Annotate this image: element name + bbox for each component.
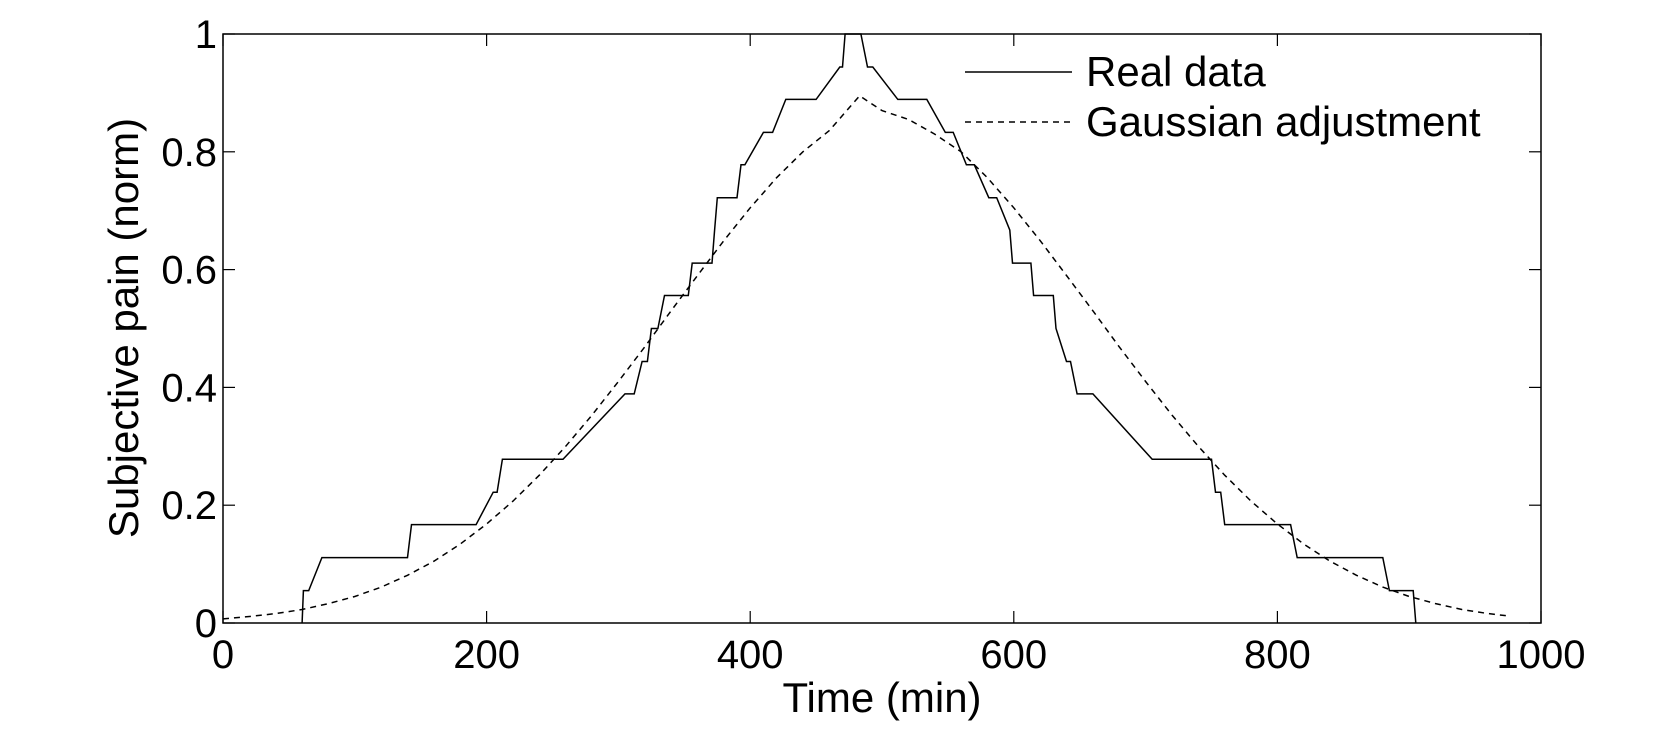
x-tick-label: 400 <box>717 633 784 677</box>
series-line-gaussian-adjustment <box>222 94 1509 620</box>
tick-labels-layer: 0 200 400 600 800 1000 0 0.2 0.4 0.6 0.8 1 <box>161 13 1585 677</box>
y-tick-label: 0 <box>195 602 217 646</box>
plot-frame <box>222 33 1542 624</box>
legend-label-real-data: Real data <box>1086 48 1266 95</box>
x-tick-label: 800 <box>1244 633 1311 677</box>
x-axis-label: Time (min) <box>782 674 981 721</box>
y-tick-label: 1 <box>195 13 217 57</box>
y-tick-label: 0.2 <box>161 484 217 528</box>
y-tick-label: 0.6 <box>161 249 217 293</box>
y-tick-label: 0.8 <box>161 131 217 175</box>
x-tick-label: 1000 <box>1497 633 1586 677</box>
y-tick-label: 0.4 <box>161 366 217 410</box>
legend-label-gaussian-adjustment: Gaussian adjustment <box>1086 98 1481 145</box>
ticks-layer <box>222 33 1542 624</box>
x-tick-label: 200 <box>453 633 520 677</box>
x-tick-label: 0 <box>212 633 234 677</box>
series-line-real-data <box>301 33 1417 624</box>
series-layer <box>222 33 1509 624</box>
y-axis-label: Subjective pain (norm) <box>100 118 147 538</box>
legend: Real data Gaussian adjustment <box>965 48 1481 145</box>
x-tick-label: 600 <box>980 633 1047 677</box>
